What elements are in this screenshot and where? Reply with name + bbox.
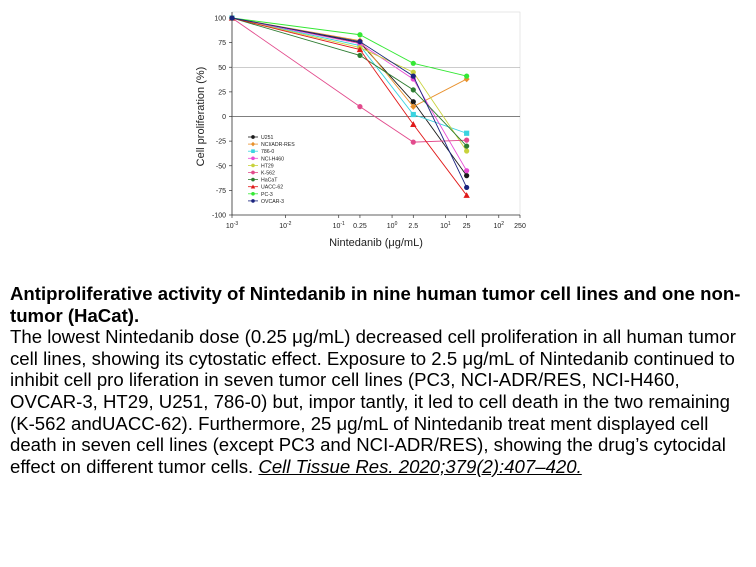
data-point-hacat — [410, 87, 416, 93]
data-point-hacat — [357, 52, 363, 59]
series-line-nci-adr-res — [231, 17, 467, 108]
data-point-nci-adr-res — [410, 103, 417, 110]
caption-body: The lowest Nintedanib dose (0.25 μg/mL) … — [10, 326, 752, 477]
y-tick-label: -75 — [216, 188, 226, 195]
x-tick-label: 2.5 — [408, 223, 418, 230]
series-line-ht29 — [231, 17, 468, 152]
figure-caption: Antiproliferative activity of Nintedanib… — [10, 283, 752, 477]
data-point-k-562 — [464, 137, 470, 143]
series-line-k-562 — [231, 17, 467, 143]
data-point-k-562 — [410, 139, 416, 145]
legend-label-786-0: 786-0 — [261, 149, 274, 155]
y-tick-label: 75 — [218, 40, 226, 47]
x-tick-label: 250 — [514, 223, 526, 230]
x-tick-label: 10-1 — [333, 221, 345, 230]
data-point-ht29 — [464, 148, 470, 154]
legend-label-ht29: HT29 — [261, 163, 274, 169]
x-tick-label: 25 — [463, 223, 471, 230]
y-tick-label: 25 — [218, 89, 226, 96]
legend-label-nci-h460: NCI-H460 — [261, 156, 284, 162]
data-point-ovcar-3 — [410, 73, 416, 79]
legend-marker-nci-adr-res — [250, 141, 256, 147]
data-point-786-0 — [464, 130, 470, 136]
x-axis-label: Nintedanib (μg/mL) — [329, 237, 423, 249]
data-point-u251 — [410, 99, 416, 105]
x-tick-label: 102 — [493, 221, 504, 230]
data-point-uacc-62 — [410, 121, 417, 127]
caption-reference-link[interactable]: Cell Tissue Res. 2020;379(2):407–420. — [258, 455, 582, 477]
data-point-ht29 — [410, 69, 416, 75]
x-tick-label: 100 — [387, 221, 398, 230]
legend-marker-ovcar-3 — [251, 199, 255, 203]
series-line-uacc-62 — [231, 17, 468, 196]
data-point-hacat — [464, 143, 470, 149]
y-tick-label: -50 — [216, 163, 226, 170]
legend-label-uacc-62: UACC-62 — [261, 185, 283, 191]
data-point-786-0 — [410, 111, 416, 118]
caption-title: Antiproliferative activity of Nintedanib… — [10, 283, 741, 326]
legend-label-hacat: HaCaT — [261, 178, 278, 184]
legend-marker-hacat — [251, 177, 255, 182]
caption-text: The lowest Nintedanib dose (0.25 μg/mL) … — [10, 326, 736, 477]
legend-marker-786-0 — [251, 149, 255, 154]
data-point-pc-3 — [357, 32, 363, 38]
data-point-k-562 — [357, 104, 363, 110]
legend-marker-ht29 — [251, 163, 255, 168]
series-line-ovcar-3 — [231, 17, 468, 188]
data-point-ovcar-3 — [464, 184, 470, 191]
x-tick-label: 10-3 — [226, 221, 238, 230]
legend-label-nci-adr-res: NCI/ADR-RES — [261, 142, 295, 148]
y-axis-label: Cell proliferation (%) — [195, 67, 207, 167]
data-point-ovcar-3 — [229, 15, 235, 21]
legend-marker-uacc-62 — [250, 184, 256, 189]
data-point-ovcar-3 — [357, 39, 363, 45]
y-tick-label: -100 — [212, 213, 226, 220]
data-point-uacc-62 — [463, 192, 470, 198]
legend-marker-nci-h460 — [251, 156, 255, 161]
data-point-uacc-62 — [356, 46, 364, 53]
legend-label-u251: U251 — [261, 135, 274, 141]
series-line-pc-3 — [231, 17, 467, 77]
data-point-pc-3 — [410, 60, 416, 66]
legend-label-ovcar-3: OVCAR-3 — [261, 199, 284, 205]
y-tick-label: -25 — [216, 139, 226, 146]
chart: 100 75 50 25 0 -25 -50 -75 -100 10-3 10-2 10-1 0.25 1… — [190, 0, 530, 272]
legend-marker-k-562 — [251, 170, 255, 175]
legend-marker-pc-3 — [251, 191, 255, 196]
legend-marker-u251 — [251, 135, 255, 139]
series-line-nci-h460 — [231, 17, 468, 171]
data-point-u251 — [464, 173, 470, 179]
y-tick-label: 0 — [222, 114, 226, 121]
x-tick-label: 0.25 — [353, 223, 367, 230]
y-tick-label: 100 — [214, 16, 226, 23]
y-tick-label: 50 — [218, 65, 226, 72]
x-tick-label: 10-2 — [279, 221, 291, 230]
legend-label-pc-3: PC-3 — [261, 192, 273, 198]
series-line-hacat — [231, 17, 467, 147]
legend-label-k-562: K-562 — [261, 171, 275, 177]
x-tick-label: 101 — [440, 221, 451, 230]
data-point-nci-h460 — [464, 168, 470, 174]
data-point-pc-3 — [464, 73, 470, 79]
series-line-786-0 — [231, 17, 467, 134]
